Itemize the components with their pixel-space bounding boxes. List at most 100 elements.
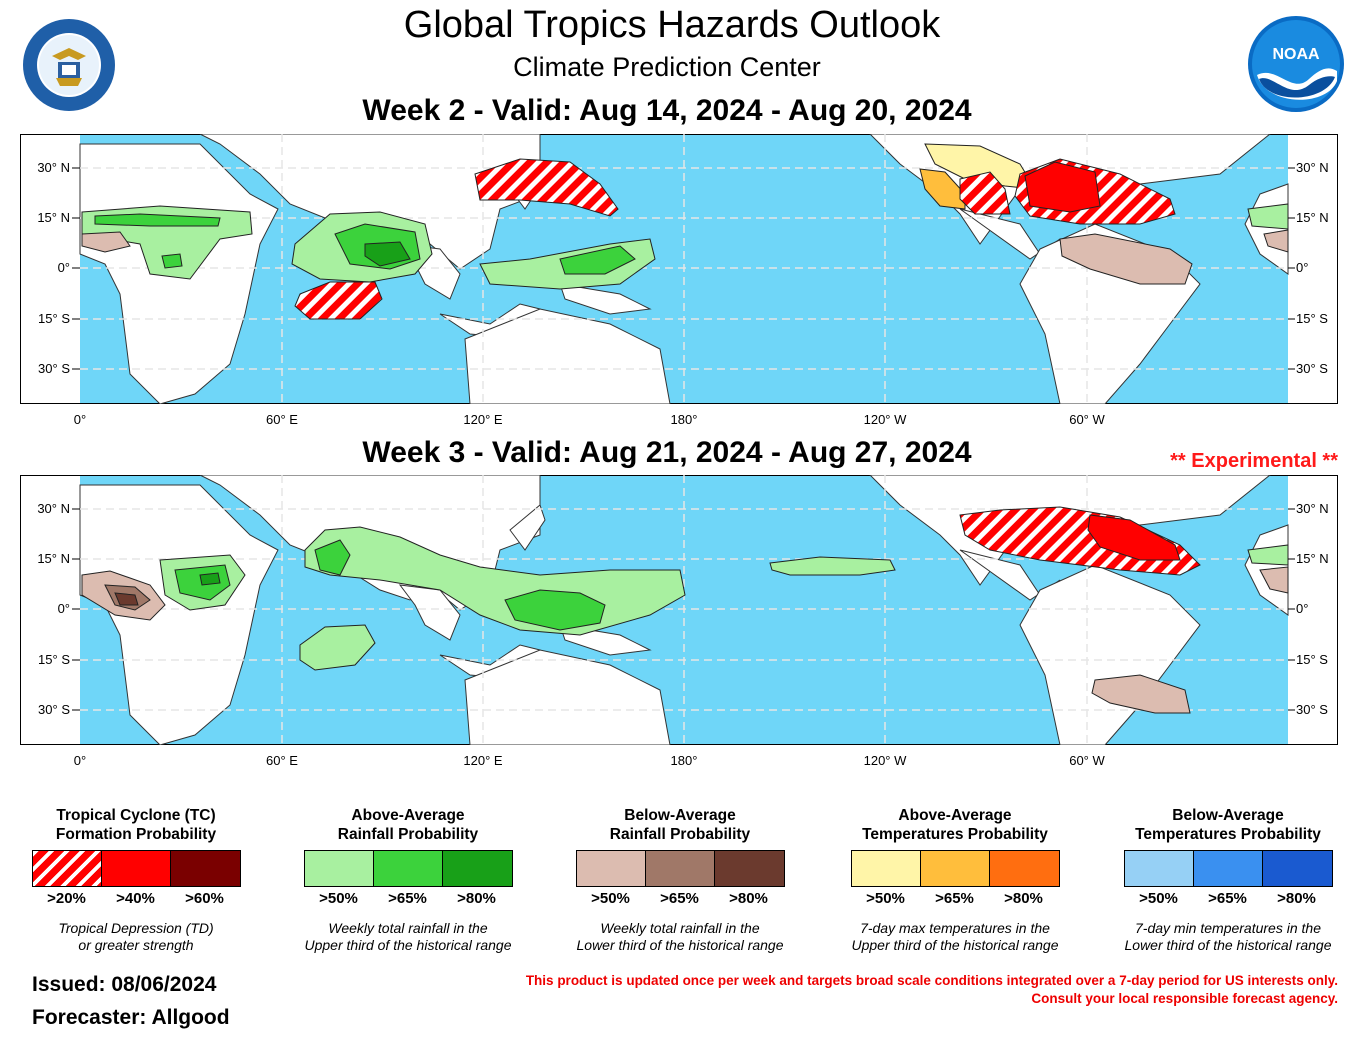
w3-lat-left-2: 0° [58, 601, 70, 616]
legend-title-line: Rainfall Probability [337, 826, 479, 843]
page-subtitle: Climate Prediction Center [513, 52, 821, 82]
legend-swatch [171, 851, 240, 886]
legend-label: >80% [457, 890, 496, 907]
week2-lat-labels: 30° N 15° N 0° 15° S 30° S 30° N 15° N 0… [37, 160, 1328, 376]
legend-title-line: Below-Average [624, 807, 736, 824]
tc-20-epac [959, 171, 1011, 215]
legend-swatch [715, 851, 784, 886]
tc-40-atlantic [1024, 161, 1101, 213]
legend-title-3: Above-Average Temperatures Probability [840, 806, 1070, 844]
w2-lon-5: 60° W [1069, 412, 1105, 427]
legend-note-line: Lower third of the historical range [576, 937, 784, 953]
legend-swatch [646, 851, 715, 886]
week3-lat-labels: 30° N 15° N 0° 15° S 30° S 30° N 15° N 0… [37, 501, 1328, 717]
legend-note-3: 7-day max temperatures in the Upper third… [825, 920, 1085, 954]
w3-lat-right-2: 0° [1296, 601, 1308, 616]
w3-lat-right-0: 30° N [1296, 501, 1329, 516]
legend-swatch [1194, 851, 1263, 886]
legend-note-line: 7-day min temperatures in the [1135, 920, 1321, 936]
legend-label: >50% [866, 890, 905, 907]
week3-map: 30° N 15° N 0° 15° S 30° S 30° N 15° N 0… [20, 475, 1338, 745]
above-rain-80-africa [199, 572, 221, 586]
above-rain-80-indian [364, 241, 411, 267]
above-rain-65-wpac [504, 589, 606, 631]
w3-lat-right-3: 15° S [1296, 652, 1328, 667]
above-rain-65-pacific [559, 245, 636, 275]
legend-swatches-1 [304, 850, 513, 887]
w2-lat-left-3: 15° S [38, 311, 70, 326]
legend-swatch [852, 851, 921, 886]
legend-title-2: Below-Average Rainfall Probability [565, 806, 795, 844]
disclaimer-line-2: Consult your local responsible forecast … [1031, 991, 1338, 1006]
legend-label: >40% [116, 890, 155, 907]
above-temp-65-mexico [919, 168, 966, 210]
above-rain-65-africa [94, 213, 221, 227]
legend-label: >50% [319, 890, 358, 907]
legend-label: >80% [1277, 890, 1316, 907]
w2-lat-right-2: 0° [1296, 260, 1308, 275]
week2-map: 30° N 15° N 0° 15° S 30° S 30° N 15° N 0… [20, 134, 1338, 404]
legend-note-1: Weekly total rainfall in the Upper third … [278, 920, 538, 954]
legend-note-line: Weekly total rainfall in the [328, 920, 488, 936]
legend-swatch [374, 851, 443, 886]
below-rain-80-africa [114, 592, 139, 606]
legend-label: >65% [388, 890, 427, 907]
legend-note-line: Upper third of the historical range [304, 937, 512, 953]
legend-title-line: Temperatures Probability [862, 826, 1048, 843]
w2-lat-right-4: 30° S [1296, 361, 1328, 376]
w2-lat-left-4: 30° S [38, 361, 70, 376]
legend-swatch [921, 851, 990, 886]
w2-lat-left-2: 0° [58, 260, 70, 275]
w2-lon-0: 0° [73, 412, 87, 427]
below-rain-50-africa-w [81, 231, 131, 253]
legend-title-1: Above-Average Rainfall Probability [293, 806, 523, 844]
w2-lon-3: 180° [670, 412, 698, 427]
legend-labels-2: >50% >65% >80% [576, 890, 783, 907]
land-australia [464, 308, 671, 404]
legend-label: >65% [660, 890, 699, 907]
week3-title: Week 3 - Valid: Aug 21, 2024 - Aug 27, 2… [362, 436, 972, 469]
legend-swatch [443, 851, 512, 886]
below-rain-50-samerica [1059, 233, 1193, 285]
noaa-logo-icon: NOAA [1247, 15, 1345, 113]
legend-labels-3: >50% >65% >80% [851, 890, 1058, 907]
tc-40-atlantic [1087, 514, 1181, 561]
legend-title-line: Above-Average [898, 807, 1012, 824]
above-rain-65-africa-2 [161, 253, 183, 269]
legend-note-line: Lower third of the historical range [1124, 937, 1332, 953]
w2-lat-right-3: 15° S [1296, 311, 1328, 326]
w2-lon-2: 120° E [463, 412, 503, 427]
legend-label: >60% [185, 890, 224, 907]
legend-label: >20% [47, 890, 86, 907]
w2-lon-1: 60° E [266, 412, 298, 427]
legend-swatch [577, 851, 646, 886]
legend-swatches-2 [576, 850, 785, 887]
above-rain-50-sindian [299, 624, 376, 671]
disclaimer: This product is updated once per week an… [526, 972, 1338, 1008]
legend-note-line: Tropical Depression (TD) [58, 920, 214, 936]
legend-swatches-3 [851, 850, 1060, 887]
legend-swatch [33, 851, 102, 886]
page-title: Global Tropics Hazards Outlook [403, 4, 941, 46]
above-rain-65-indian [314, 539, 351, 576]
week2-title: Week 2 - Valid: Aug 14, 2024 - Aug 20, 2… [362, 94, 972, 127]
legend-labels-1: >50% >65% >80% [304, 890, 511, 907]
land-australia [464, 649, 671, 745]
doc-seal-icon [22, 18, 116, 112]
legend-swatch [990, 851, 1059, 886]
legend-title-line: Below-Average [1172, 807, 1284, 824]
experimental-tag: ** Experimental ** [1170, 450, 1338, 472]
legend-note-line: 7-day max temperatures in the [860, 920, 1050, 936]
w3-lat-left-4: 30° S [38, 702, 70, 717]
legend-labels-4: >50% >65% >80% [1124, 890, 1331, 907]
legend-label: >80% [729, 890, 768, 907]
legend-title-line: Rainfall Probability [609, 826, 751, 843]
above-rain-50-cpac [769, 556, 896, 576]
legend-title-0: Tropical Cyclone (TC) Formation Probabili… [21, 806, 251, 844]
forecaster-name: Forecaster: Allgood [32, 1006, 230, 1029]
w3-lat-right-4: 30° S [1296, 702, 1328, 717]
w2-lon-4: 120° W [863, 412, 907, 427]
below-rain-50-wafrica [1259, 566, 1289, 594]
legend-title-line: Temperatures Probability [1135, 826, 1321, 843]
legend-note-line: or greater strength [78, 937, 194, 953]
